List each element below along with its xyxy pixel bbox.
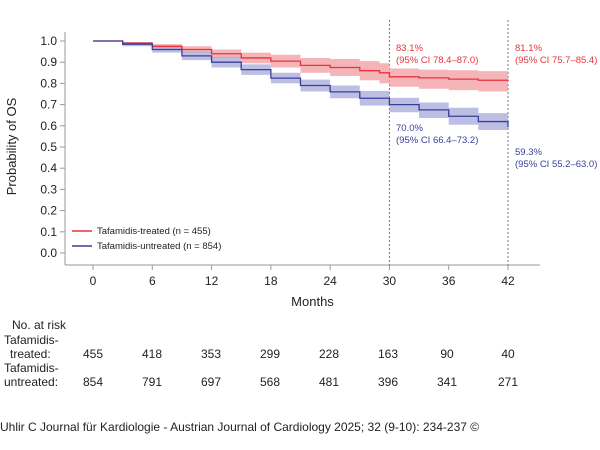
y-tick-label: 0.8 bbox=[40, 76, 57, 90]
risk-value: 568 bbox=[259, 375, 281, 389]
survival-curve-series-0 bbox=[93, 40, 509, 82]
risk-value: 271 bbox=[497, 375, 519, 389]
risk-value: 228 bbox=[318, 347, 340, 361]
risk-value: 697 bbox=[200, 375, 222, 389]
risk-value: 90 bbox=[440, 347, 454, 361]
ci-band-series-1 bbox=[93, 41, 508, 136]
km-chart: 0.0 0.1 0.2 0.3 0.4 0.5 0.6 0.7 0.8 0.9 1.0 0 6 12 18 2… bbox=[4, 20, 597, 309]
y-tick-label: 0.3 bbox=[40, 182, 57, 196]
risk-row-untreated-label-line1: Tafamidis- bbox=[4, 361, 59, 375]
risk-value: 396 bbox=[377, 375, 399, 389]
x-tick-label: 30 bbox=[383, 274, 397, 288]
risk-value: 481 bbox=[318, 375, 340, 389]
y-tick-label: 0.0 bbox=[40, 246, 57, 260]
annotation-value: 59.3% bbox=[515, 147, 542, 158]
risk-value: 40 bbox=[501, 347, 515, 361]
risk-row-treated-label-line1: Tafamidis- bbox=[4, 333, 59, 347]
x-tick-label: 36 bbox=[442, 274, 456, 288]
ci-band-series-0 bbox=[93, 41, 508, 93]
risk-value: 163 bbox=[377, 347, 399, 361]
risk-row-treated-label-line2: treated: bbox=[10, 347, 51, 361]
legend-label: Tafamidis-untreated (n = 854) bbox=[97, 241, 221, 252]
legend-label: Tafamidis-treated (n = 455) bbox=[97, 226, 211, 237]
x-tick-label: 6 bbox=[149, 274, 156, 288]
risk-value: 341 bbox=[436, 375, 458, 389]
risk-value: 418 bbox=[141, 347, 163, 361]
y-tick-label: 0.6 bbox=[40, 119, 57, 133]
x-tick-label: 0 bbox=[90, 274, 97, 288]
annotation-value: 83.1% bbox=[396, 43, 423, 54]
y-tick-label: 0.4 bbox=[40, 161, 57, 175]
x-axis-title: Months bbox=[291, 294, 334, 309]
risk-value: 299 bbox=[259, 347, 281, 361]
x-tick-label: 24 bbox=[323, 274, 337, 288]
y-tick-label: 0.2 bbox=[40, 204, 57, 218]
risk-value: 854 bbox=[82, 375, 104, 389]
annotation-ci: (95% CI 75.7–85.4) bbox=[515, 55, 597, 66]
risk-row-untreated-label-line2: untreated: bbox=[4, 375, 59, 389]
y-tick-label: 1.0 bbox=[40, 34, 57, 48]
risk-value: 455 bbox=[82, 347, 104, 361]
y-axis-title: Probability of OS bbox=[4, 97, 19, 195]
annotation-value: 81.1% bbox=[515, 43, 542, 54]
annotation-ci: (95% CI 55.2–63.0) bbox=[515, 159, 597, 170]
annotation-ci: (95% CI 78.4–87.0) bbox=[396, 55, 478, 66]
y-tick-label: 0.9 bbox=[40, 55, 57, 69]
y-tick-label: 0.1 bbox=[40, 225, 57, 239]
y-tick-label: 0.7 bbox=[40, 98, 57, 112]
annotation-value: 70.0% bbox=[396, 123, 423, 134]
y-tick-label: 0.5 bbox=[40, 140, 57, 154]
risk-table-title: No. at risk bbox=[12, 318, 67, 332]
survival-curve-series-1 bbox=[93, 40, 509, 128]
risk-value: 791 bbox=[141, 375, 163, 389]
citation-caption: Uhlir C Journal für Kardiologie - Austri… bbox=[0, 420, 480, 434]
x-tick-label: 12 bbox=[205, 274, 219, 288]
risk-value: 353 bbox=[200, 347, 222, 361]
x-tick-label: 18 bbox=[264, 274, 278, 288]
annotation-ci: (95% CI 66.4–73.2) bbox=[396, 135, 478, 146]
x-tick-label: 42 bbox=[501, 274, 515, 288]
